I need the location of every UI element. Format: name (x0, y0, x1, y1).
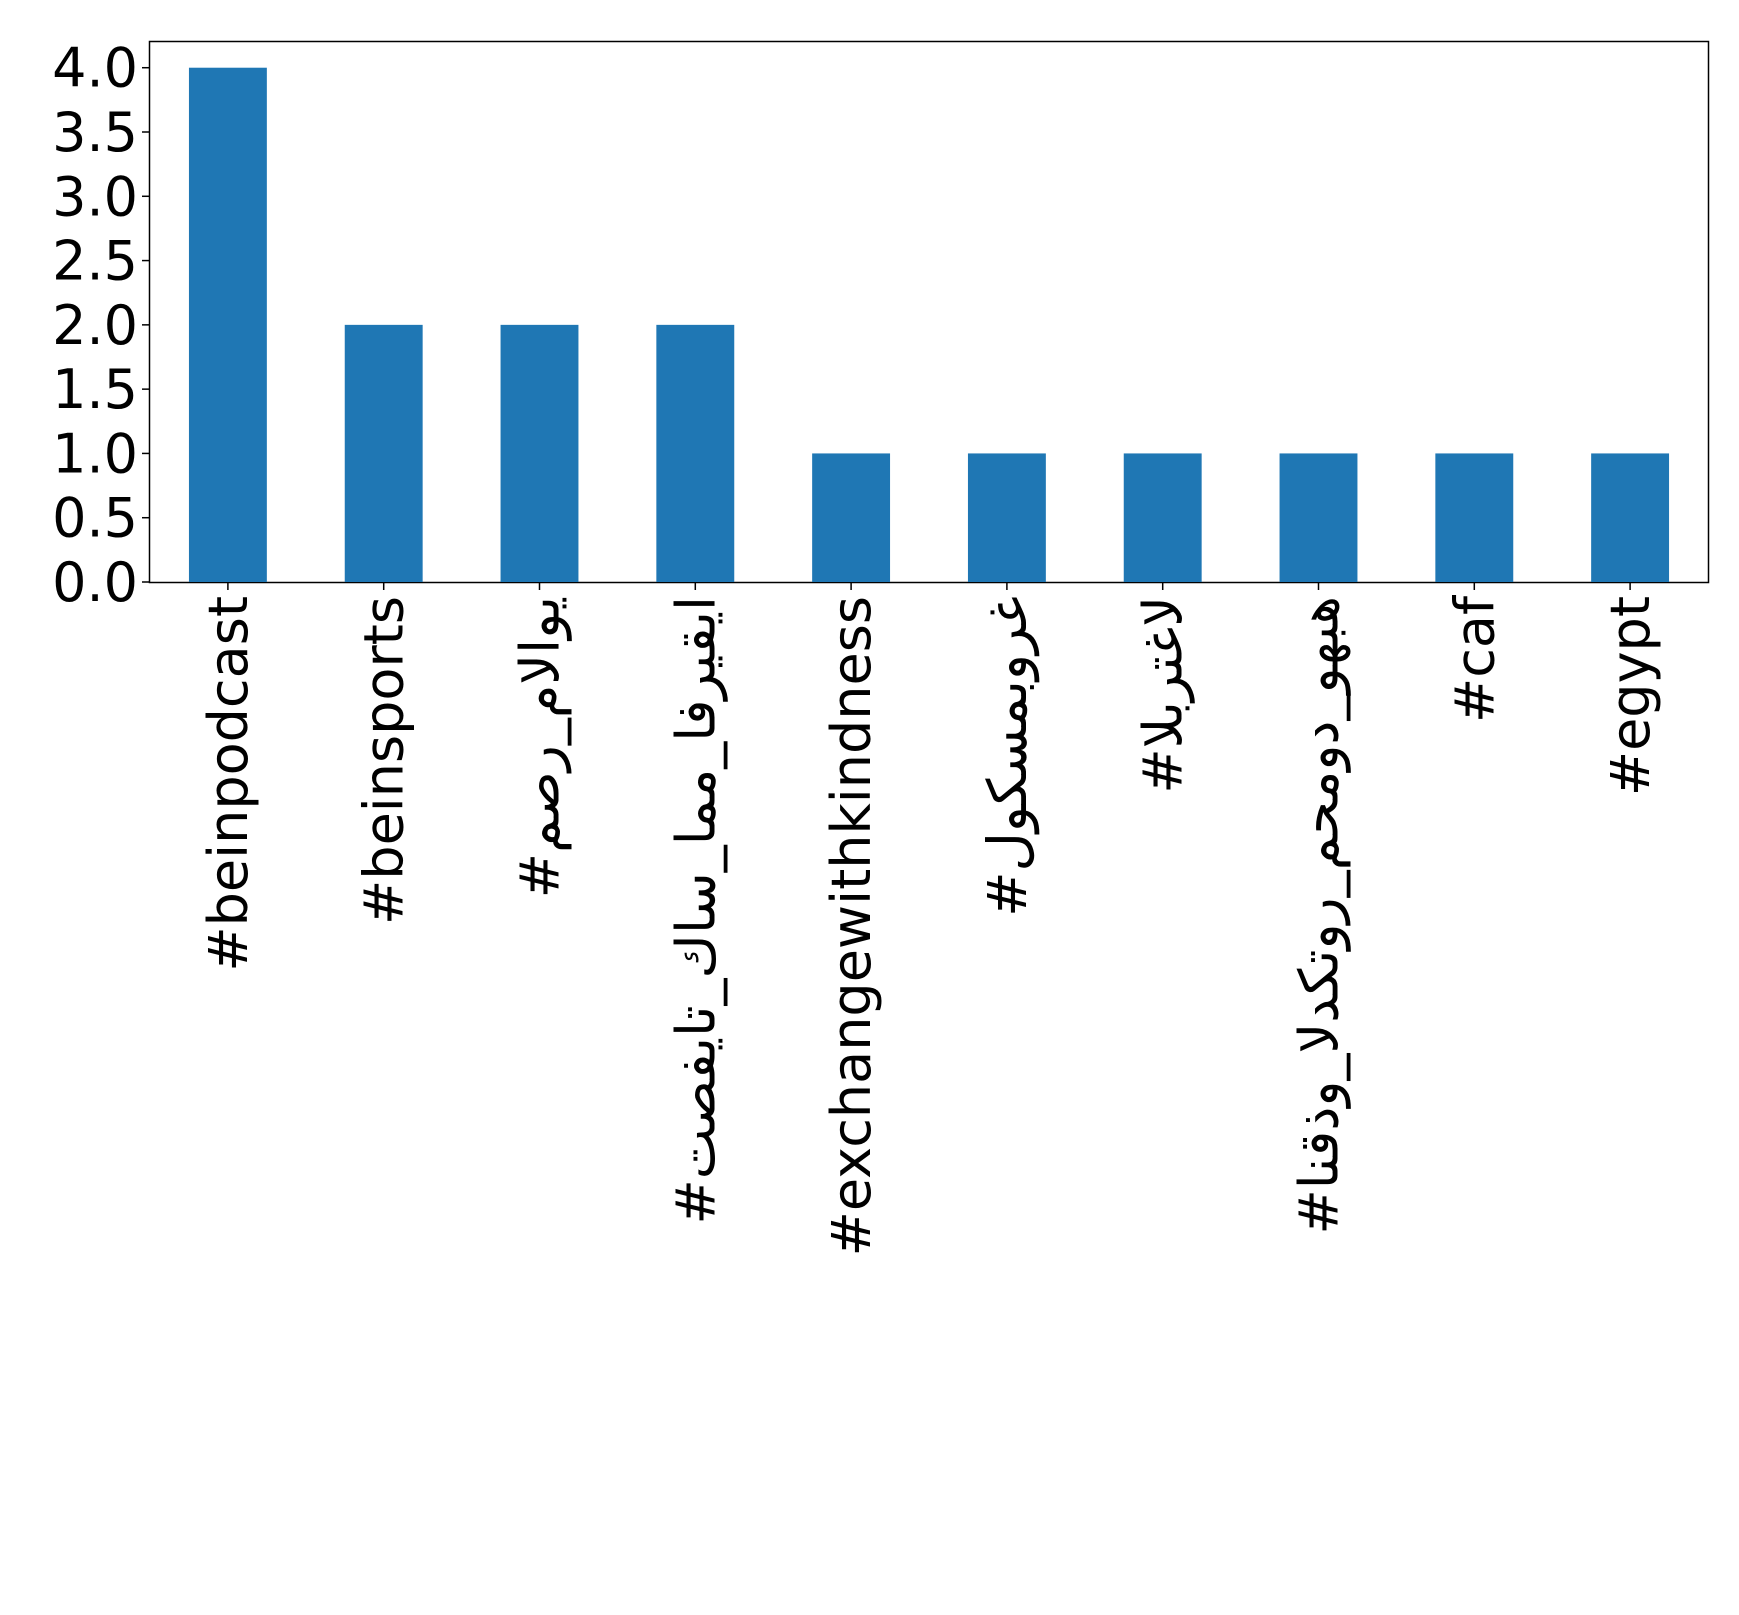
x-tick-label: #beinpodcast (197, 596, 260, 972)
x-tick-label: #caf (1443, 594, 1506, 723)
bar (967, 453, 1046, 582)
y-tick-label: 1.0 (52, 422, 138, 485)
x-tick-label: #beinsports (353, 596, 416, 925)
y-tick-label: 4.0 (52, 37, 138, 100)
x-tick-label: #انقذو_الدكتور_محمود_وهبه (1288, 596, 1351, 1234)
bar (344, 324, 423, 582)
x-tick-label: #مصر_مالاوي (509, 596, 572, 898)
bar (500, 324, 579, 582)
y-tick-label: 0.0 (52, 551, 138, 614)
bar (656, 324, 735, 582)
bar (1435, 453, 1514, 582)
x-tick-label: #exchangewithkindness (820, 596, 883, 1256)
y-tick-label: 0.5 (52, 487, 138, 550)
y-tick-label: 2.5 (52, 230, 138, 293)
x-tick-label: #تصفيات_كاس_امم_افريقيا (664, 596, 727, 1224)
bar (812, 453, 891, 582)
y-tick-label: 2.0 (52, 294, 138, 357)
bar (1591, 453, 1670, 582)
plot-frame (148, 40, 1710, 584)
y-tick-label: 3.5 (52, 101, 138, 164)
x-tick-label: #البرتغال (1132, 596, 1195, 794)
x-tick-label: #لوكسمبورغ (976, 596, 1039, 917)
x-tick-label: #egypt (1599, 596, 1662, 796)
bar (1279, 453, 1358, 582)
y-tick-label: 1.5 (52, 358, 138, 421)
bar (1123, 453, 1202, 582)
bar (188, 67, 267, 582)
y-tick-label: 3.0 (52, 165, 138, 228)
